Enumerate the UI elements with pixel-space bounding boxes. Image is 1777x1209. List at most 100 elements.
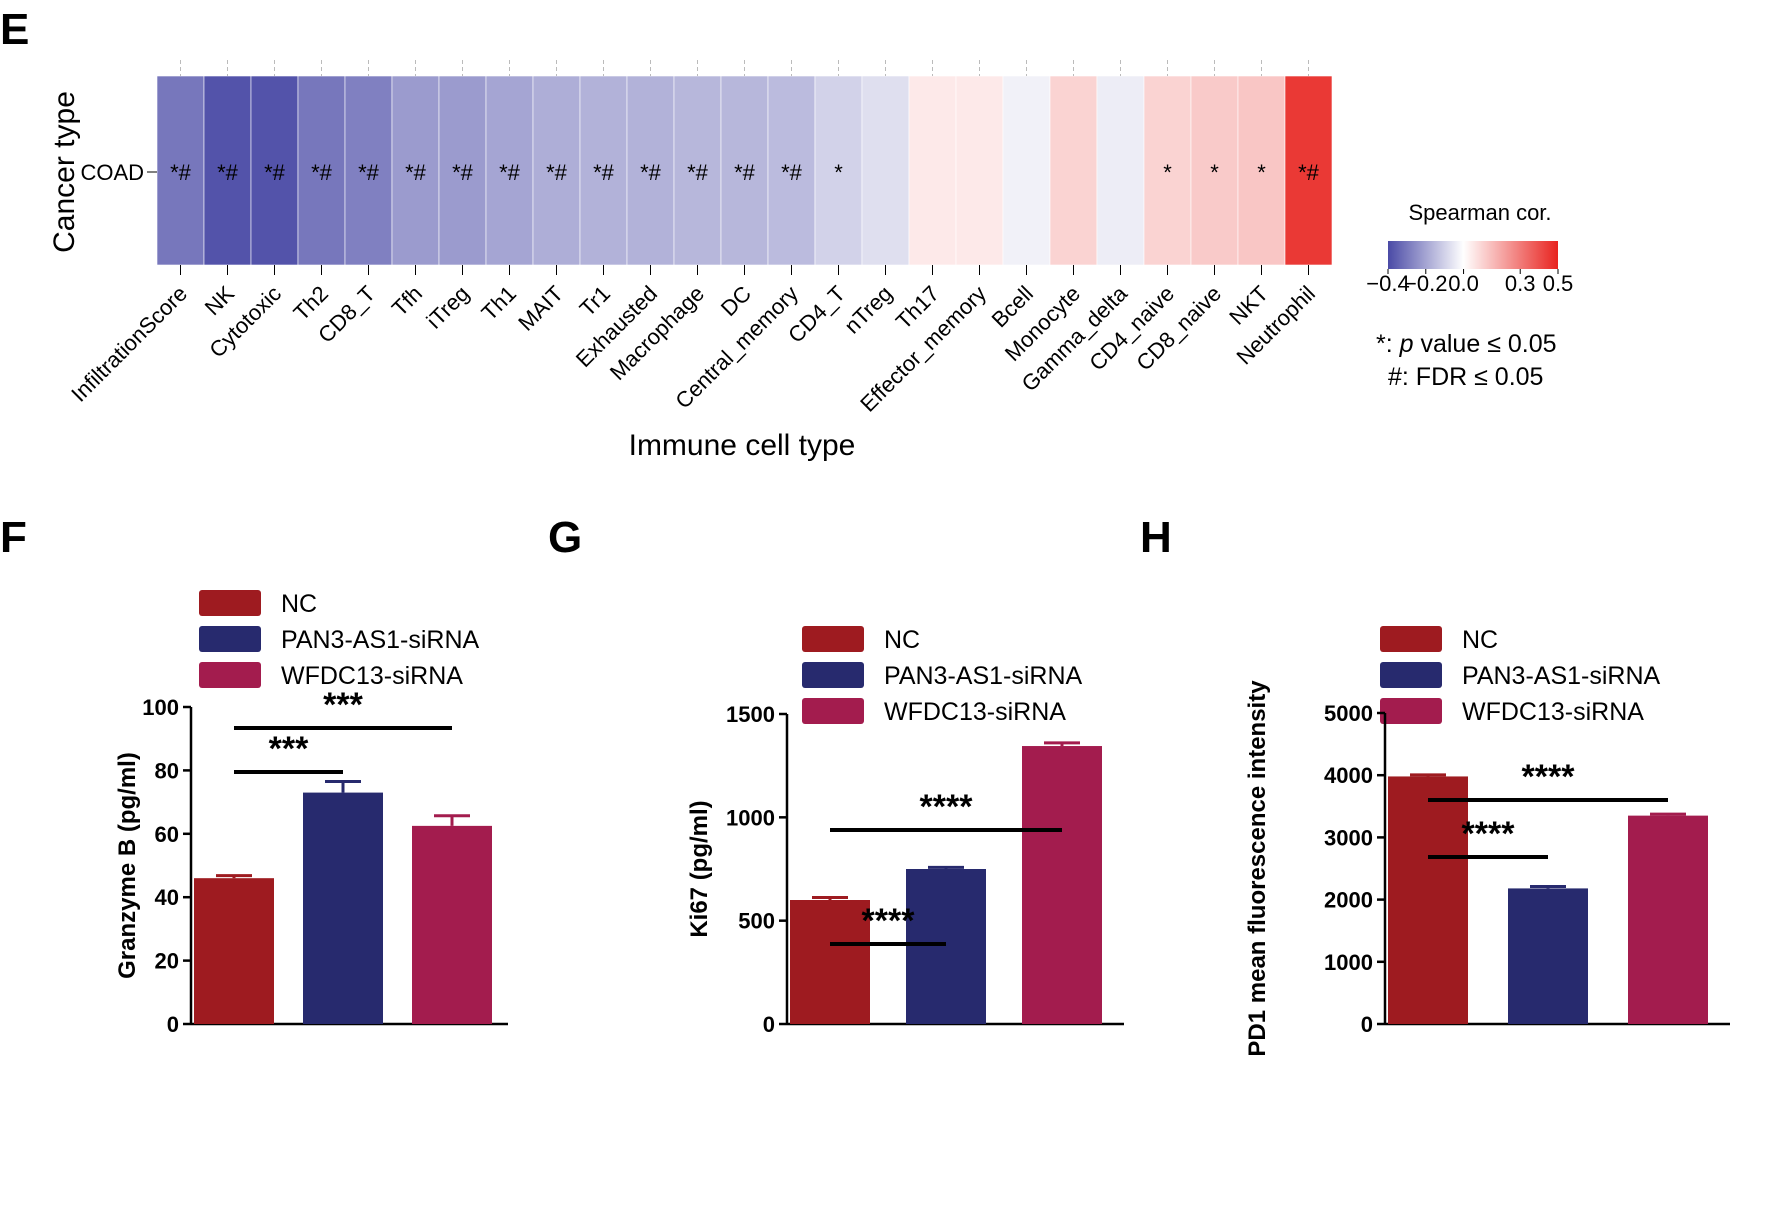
- y-axis-title: Cancer type: [48, 91, 81, 253]
- bar-panel-ki67: G NC PAN3-AS1-siRNA WFDC13-siRNA 0 500 1000 150…: [548, 513, 1124, 1037]
- heatmap-cell: [1190, 75, 1239, 266]
- significance-mark: *#: [546, 160, 568, 185]
- significance-mark: *#: [499, 160, 521, 185]
- y-tick-label: 500: [738, 909, 775, 934]
- significance-label: ****: [862, 902, 916, 940]
- legend-label: NC: [884, 626, 920, 654]
- heatmap-cell: [626, 75, 675, 266]
- significance-mark: *: [1257, 160, 1266, 185]
- heatmap-cell: [438, 75, 487, 266]
- heatmap-cell: [673, 75, 722, 266]
- x-tick-label: nTreg: [839, 281, 897, 339]
- legend-swatch: [1380, 626, 1442, 652]
- y-tick-label: 20: [155, 949, 179, 974]
- panel-letter: H: [1140, 513, 1172, 562]
- p-value-note: *: p value ≤ 0.05: [1376, 330, 1557, 358]
- significance-mark: *#: [734, 160, 756, 185]
- legend-swatch: [802, 626, 864, 652]
- significance-mark: *#: [452, 160, 474, 185]
- heatmap-cell: [1096, 75, 1145, 266]
- y-axis-title: Ki67 (pg/ml): [686, 800, 713, 937]
- legend-label: WFDC13-siRNA: [281, 662, 463, 690]
- colorbar-title: Spearman cor.: [1408, 200, 1551, 225]
- significance-mark: *#: [593, 160, 615, 185]
- bar-panel-granzyme: F NC PAN3-AS1-siRNA WFDC13-siRNA 0 20 40 60 80 10…: [0, 513, 508, 1037]
- legend-label: WFDC13-siRNA: [1462, 698, 1644, 726]
- legend-swatch: [199, 590, 261, 616]
- significance-mark: *#: [687, 160, 709, 185]
- heatmap-cell: [344, 75, 393, 266]
- y-tick-label: 0: [1361, 1012, 1373, 1037]
- bar-panel-pd1: H NC PAN3-AS1-siRNA WFDC13-siRNA 0 1000 2000 30…: [1140, 513, 1730, 1057]
- bar: [1022, 746, 1102, 1024]
- heatmap-cell: [250, 75, 299, 266]
- significance-label: ****: [920, 788, 974, 826]
- y-tick-label: 0: [167, 1012, 179, 1037]
- heatmap-cell: [908, 75, 957, 266]
- significance-label: ***: [269, 730, 309, 768]
- colorbar: [1388, 241, 1558, 269]
- heatmap-cell: [814, 75, 863, 266]
- significance-mark: *#: [217, 160, 239, 185]
- colorbar-tick-label: −0.2: [1404, 271, 1447, 296]
- bar: [906, 869, 986, 1024]
- heatmap-cell: [861, 75, 910, 266]
- panel-letter: F: [0, 513, 27, 562]
- legend-swatch: [199, 626, 261, 652]
- bar: [790, 900, 870, 1024]
- bar: [1388, 776, 1468, 1024]
- heatmap-cell: [1284, 75, 1333, 266]
- significance-mark: *#: [311, 160, 333, 185]
- bar: [1628, 815, 1708, 1024]
- y-tick-label: 3000: [1324, 825, 1373, 850]
- legend-label: NC: [1462, 626, 1498, 654]
- legend-label: NC: [281, 590, 317, 618]
- x-axis-title: Immune cell type: [629, 429, 856, 462]
- y-tick-label: 100: [142, 695, 179, 720]
- heatmap-cell: [767, 75, 816, 266]
- legend-swatch: [802, 662, 864, 688]
- colorbar-tick-label: 0.0: [1448, 271, 1479, 296]
- note-p-italic: p: [1399, 330, 1414, 358]
- fdr-note: #: FDR ≤ 0.05: [1388, 363, 1543, 391]
- legend-label: PAN3-AS1-siRNA: [884, 662, 1083, 690]
- y-axis-title: PD1 mean fluorescence intensity: [1244, 680, 1271, 1057]
- heatmap-cell: [156, 75, 205, 266]
- y-tick-label: 0: [763, 1012, 775, 1037]
- significance-mark: *#: [264, 160, 286, 185]
- legend-swatch: [1380, 662, 1442, 688]
- heatmap-cell: [485, 75, 534, 266]
- y-tick-label: 60: [155, 822, 179, 847]
- heatmap-panel: EInfiltrationScore*#NK*#Cytotoxic*#Th2*#…: [0, 5, 1573, 462]
- significance-label: ****: [1462, 815, 1516, 853]
- significance-label: ***: [323, 686, 363, 724]
- x-tick-label: MAIT: [513, 281, 568, 336]
- colorbar-tick-label: 0.3: [1505, 271, 1536, 296]
- bar: [1508, 888, 1588, 1024]
- y-tick-label: 2000: [1324, 888, 1373, 913]
- legend-swatch: [199, 662, 261, 688]
- bar: [412, 825, 492, 1024]
- legend-swatch: [1380, 698, 1442, 724]
- significance-mark: *#: [170, 160, 192, 185]
- legend-label: WFDC13-siRNA: [884, 698, 1066, 726]
- x-tick-label: iTreg: [421, 281, 474, 334]
- y-tick-label: 1000: [726, 805, 775, 830]
- y-tick-label: 1500: [726, 702, 775, 727]
- panel-letter: G: [548, 513, 582, 562]
- significance-mark: *#: [640, 160, 662, 185]
- heatmap-cell: [579, 75, 628, 266]
- y-tick-label: 5000: [1324, 701, 1373, 726]
- y-tick-label: 1000: [1324, 950, 1373, 975]
- heatmap-cell: [1143, 75, 1192, 266]
- y-tick-label: 80: [155, 758, 179, 783]
- significance-mark: *#: [781, 160, 803, 185]
- heatmap-cell: [720, 75, 769, 266]
- note-suffix: value ≤ 0.05: [1414, 330, 1557, 358]
- significance-mark: *: [1210, 160, 1219, 185]
- significance-mark: *: [1163, 160, 1172, 185]
- heatmap-cell: [1002, 75, 1051, 266]
- y-axis-title: Granzyme B (pg/ml): [114, 752, 141, 979]
- significance-mark: *#: [358, 160, 380, 185]
